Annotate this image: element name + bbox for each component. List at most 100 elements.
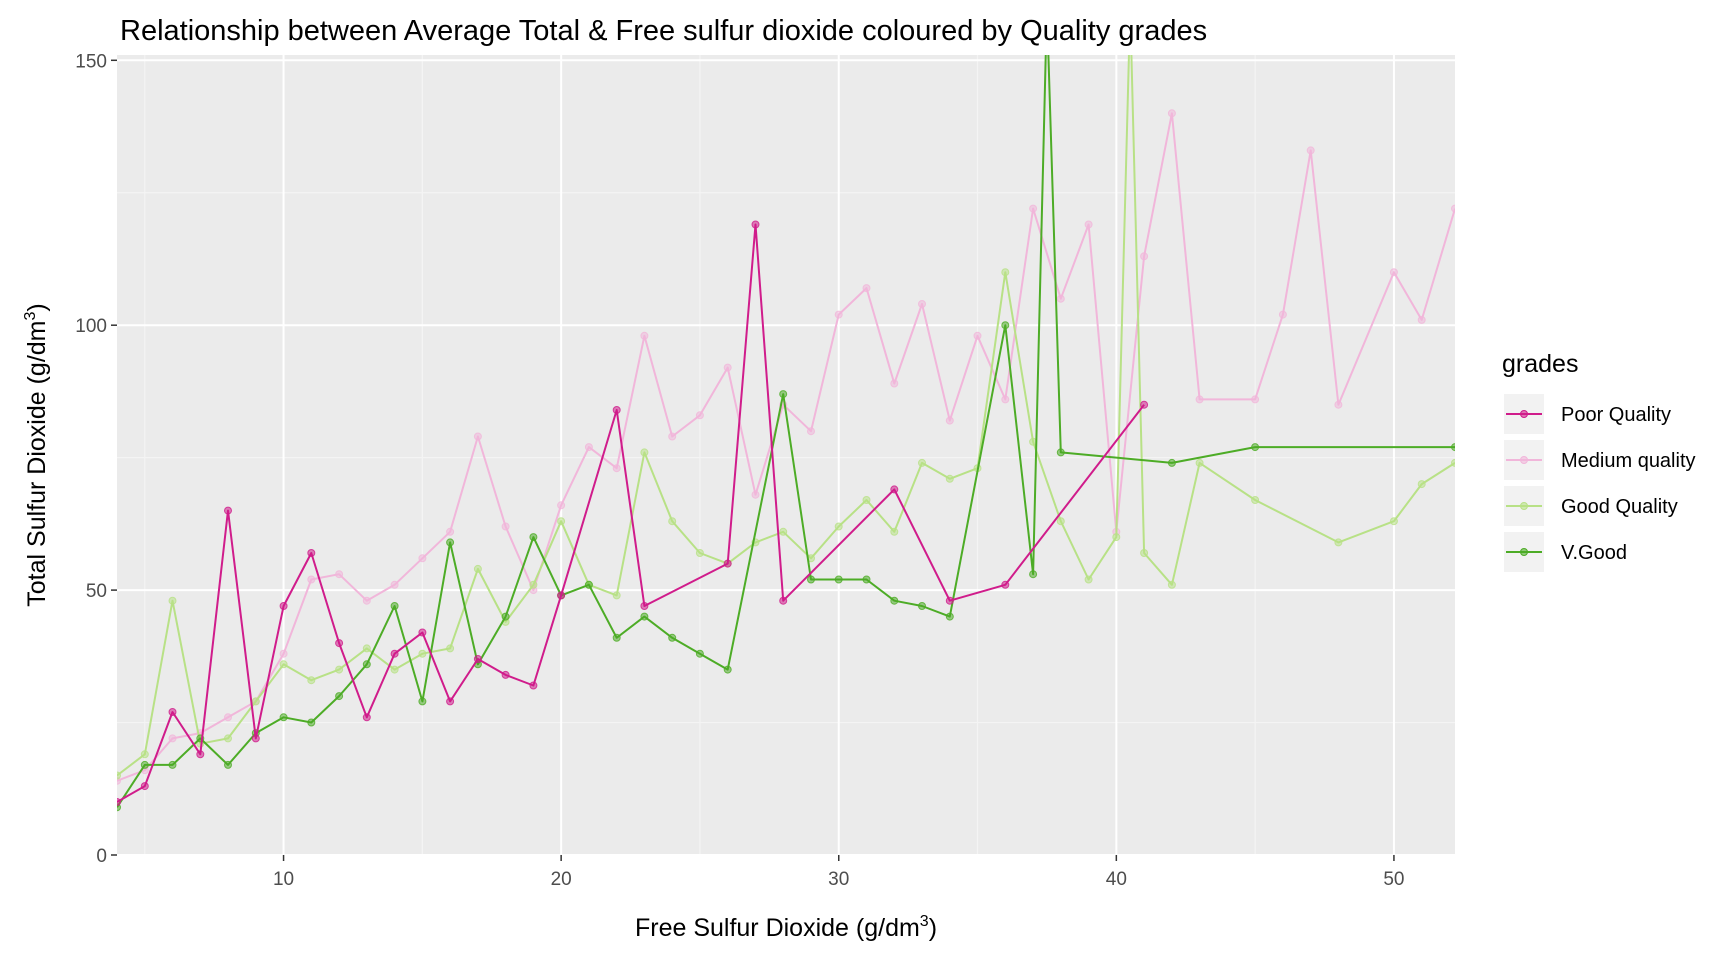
data-point-good-quality [1251, 496, 1260, 504]
data-point-good-quality [1084, 575, 1093, 584]
data-point-poor-quality [196, 750, 205, 759]
data-point-poor-quality [224, 506, 232, 515]
data-point-poor-quality [945, 596, 954, 605]
data-point-v-good [723, 665, 732, 674]
data-point-medium-quality [945, 416, 954, 425]
legend-item-medium-quality: Medium quality [1504, 440, 1696, 480]
data-point-good-quality [557, 517, 566, 526]
data-point-medium-quality [1451, 204, 1455, 213]
data-point-medium-quality [695, 411, 704, 420]
data-point-medium-quality [1001, 395, 1010, 404]
data-point-v-good [1001, 321, 1010, 330]
data-point-good-quality [390, 665, 399, 674]
data-point-good-quality [640, 448, 649, 457]
data-point-medium-quality [1029, 204, 1038, 213]
data-point-good-quality [1389, 517, 1398, 526]
data-point-v-good [862, 575, 871, 584]
data-point-v-good [362, 660, 371, 669]
chart-title: Relationship between Average Total & Fre… [120, 15, 1207, 47]
data-point-poor-quality [501, 670, 510, 679]
data-point-v-good [779, 390, 788, 399]
data-point-poor-quality [335, 639, 344, 648]
x-tick-label: 40 [1106, 869, 1127, 890]
plot-panel [117, 55, 1455, 855]
data-point-poor-quality [279, 602, 288, 610]
legend-key-point [1520, 502, 1528, 510]
data-point-medium-quality [918, 300, 926, 308]
data-point-poor-quality [1140, 400, 1149, 409]
data-point-v-good [807, 575, 815, 584]
data-point-medium-quality [1417, 315, 1426, 324]
data-point-v-good [168, 760, 177, 769]
data-point-poor-quality [557, 591, 566, 600]
data-point-good-quality [945, 474, 954, 483]
data-point-poor-quality [117, 798, 121, 806]
data-point-v-good [140, 760, 149, 769]
data-point-good-quality [862, 496, 871, 504]
legend-label: Medium quality [1561, 450, 1696, 472]
data-point-medium-quality [890, 379, 899, 388]
data-point-good-quality [140, 750, 149, 759]
data-point-v-good [529, 533, 538, 542]
data-point-poor-quality [751, 220, 760, 229]
data-point-good-quality [1451, 458, 1455, 467]
data-point-good-quality [695, 549, 704, 557]
data-point-v-good [890, 596, 899, 605]
data-point-good-quality [612, 591, 621, 600]
x-tick-label: 30 [828, 869, 849, 890]
series-line-good-quality [117, 55, 1455, 777]
data-point-medium-quality [390, 580, 399, 589]
data-point-good-quality [224, 734, 232, 743]
data-point-medium-quality [612, 464, 621, 473]
series-medium-quality [117, 109, 1455, 785]
data-point-good-quality [117, 771, 121, 780]
minor-gridlines [117, 55, 1455, 855]
data-point-medium-quality [1195, 395, 1204, 404]
data-point-poor-quality [529, 681, 538, 690]
data-point-v-good [224, 760, 232, 769]
data-point-good-quality [168, 596, 177, 605]
data-point-poor-quality [473, 655, 482, 663]
data-point-v-good [390, 602, 399, 610]
data-point-good-quality [1112, 533, 1121, 542]
data-point-v-good [1251, 443, 1260, 452]
data-point-medium-quality [224, 713, 232, 722]
data-point-good-quality [1195, 458, 1204, 467]
data-point-poor-quality [390, 649, 399, 658]
data-point-v-good [640, 612, 649, 621]
data-point-medium-quality [834, 310, 843, 319]
x-axis-title: Free Sulfur Dioxide (g/dm3) [635, 913, 937, 942]
data-point-v-good [335, 692, 344, 701]
data-point-poor-quality [140, 782, 149, 791]
data-point-medium-quality [446, 527, 455, 536]
legend-key-point [1520, 456, 1528, 464]
y-tick-label: 50 [86, 581, 107, 602]
data-point-v-good [612, 633, 621, 642]
data-point-good-quality [335, 665, 344, 674]
major-gridlines [117, 55, 1455, 856]
y-tick-label: 0 [96, 846, 107, 867]
data-point-good-quality [1334, 538, 1343, 547]
y-axis-title: Total Sulfur Dioxide (g/dm3) [22, 303, 51, 606]
data-point-medium-quality [1334, 400, 1343, 409]
data-point-medium-quality [751, 490, 760, 499]
data-point-medium-quality [1389, 268, 1398, 277]
data-point-medium-quality [1278, 310, 1287, 319]
data-point-medium-quality [1084, 220, 1093, 229]
data-point-poor-quality [890, 485, 899, 494]
legend-item-v-good: V.Good [1504, 532, 1627, 572]
data-point-v-good [307, 718, 316, 727]
legend-label: Poor Quality [1561, 404, 1671, 426]
data-point-medium-quality [807, 427, 815, 436]
data-point-v-good [695, 649, 704, 658]
data-point-good-quality [473, 564, 482, 573]
x-tick-label: 20 [551, 869, 572, 890]
data-point-medium-quality [1140, 252, 1149, 261]
data-point-poor-quality [418, 628, 427, 637]
data-point-v-good [1167, 458, 1176, 467]
legend-key-point [1520, 548, 1528, 556]
data-point-v-good [446, 538, 455, 547]
data-point-good-quality [362, 644, 371, 653]
data-point-good-quality [418, 649, 427, 658]
